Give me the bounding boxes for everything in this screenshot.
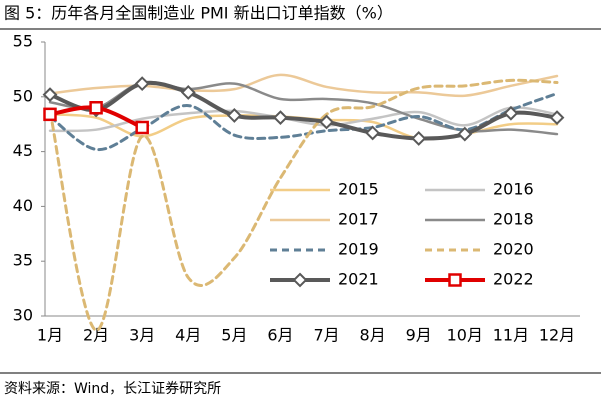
point-marker bbox=[319, 114, 334, 130]
point-marker bbox=[273, 110, 288, 126]
point-marker bbox=[42, 87, 58, 103]
point-marker bbox=[135, 120, 149, 135]
x-tick-label: 6月 bbox=[267, 326, 293, 345]
point-marker bbox=[292, 272, 308, 288]
x-tick-label: 9月 bbox=[406, 326, 432, 345]
legend-label: 2019 bbox=[338, 240, 379, 259]
point-marker bbox=[134, 76, 150, 92]
point-marker bbox=[411, 131, 427, 146]
x-tick-label: 10月 bbox=[447, 326, 483, 345]
x-tick-label: 1月 bbox=[37, 326, 63, 345]
point-marker bbox=[89, 101, 103, 115]
x-tick-label: 2月 bbox=[83, 326, 109, 345]
x-tick-label: 12月 bbox=[539, 326, 575, 345]
y-tick-label: 55 bbox=[13, 32, 33, 51]
x-tick-label: 4月 bbox=[175, 326, 201, 345]
point-marker bbox=[549, 110, 565, 126]
point-marker bbox=[226, 108, 242, 123]
legend-label: 2017 bbox=[338, 210, 379, 229]
x-tick-label: 5月 bbox=[221, 326, 247, 345]
series-line bbox=[48, 78, 559, 332]
legend-label: 2018 bbox=[493, 210, 534, 229]
legend-label: 2020 bbox=[493, 240, 534, 259]
y-tick-label: 40 bbox=[13, 196, 33, 215]
point-marker bbox=[457, 126, 473, 142]
x-tick-label: 8月 bbox=[360, 326, 386, 345]
x-tick-label: 3月 bbox=[129, 326, 155, 345]
y-tick-label: 30 bbox=[13, 306, 33, 325]
legend-label: 2016 bbox=[493, 180, 534, 199]
point-marker bbox=[503, 105, 519, 121]
y-tick-label: 45 bbox=[13, 141, 33, 160]
legend-label: 2015 bbox=[338, 180, 379, 199]
y-tick-label: 35 bbox=[13, 251, 33, 270]
point-marker bbox=[448, 273, 462, 287]
legend-label: 2022 bbox=[493, 270, 534, 289]
legend-label: 2021 bbox=[338, 270, 379, 289]
x-tick-label: 11月 bbox=[493, 326, 529, 345]
chart-title: 图 5：历年各月全国制造业 PMI 新出口订单指数（%） bbox=[4, 4, 393, 23]
point-marker bbox=[180, 85, 196, 100]
point-marker bbox=[43, 107, 57, 122]
point-marker bbox=[365, 125, 381, 141]
series-line bbox=[48, 106, 559, 133]
x-tick-label: 7月 bbox=[313, 326, 339, 345]
y-tick-label: 50 bbox=[13, 86, 33, 105]
source-note: 资料来源：Wind，长江证券研究所 bbox=[4, 381, 221, 397]
